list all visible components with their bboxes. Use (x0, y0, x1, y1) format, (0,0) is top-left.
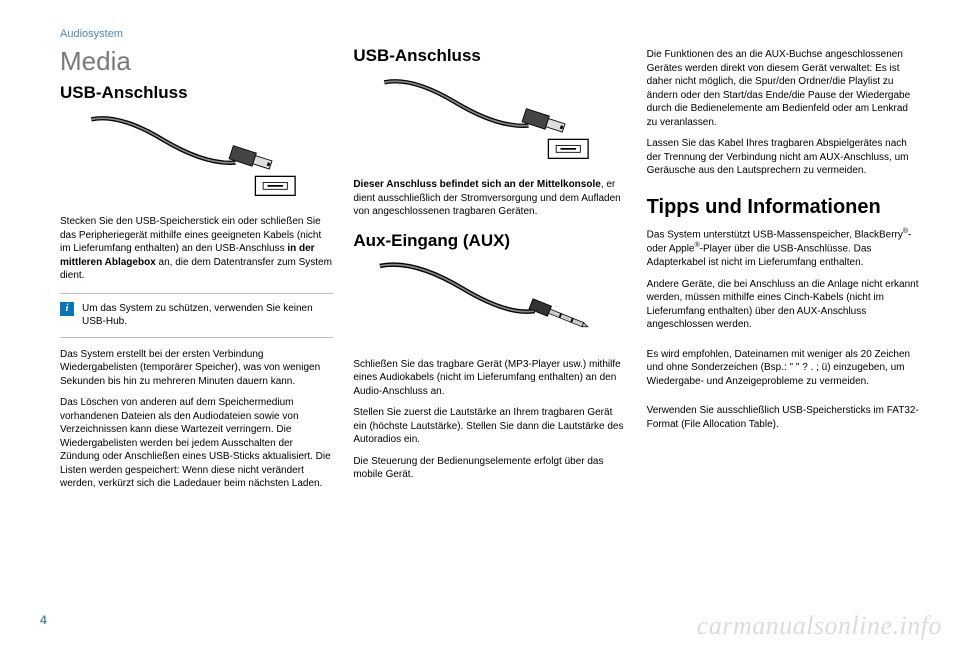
aux-cable-illustration (353, 257, 626, 347)
breadcrumb: Audiosystem (60, 28, 920, 40)
usb-heading-2: USB-Anschluss (353, 46, 626, 66)
usb-paragraph-2: Das System erstellt bei der ersten Verbi… (60, 348, 333, 389)
column-1: Media USB-Anschluss Stecken Sie den USB- (60, 46, 333, 629)
info-callout: i Um das System zu schützen, verwenden S… (60, 293, 333, 338)
page-number: 4 (40, 613, 47, 627)
usb-cable-illustration (60, 109, 333, 204)
usb2-paragraph: Dieser Anschluss befindet sich an der Mi… (353, 178, 626, 219)
usb-paragraph-3: Das Löschen von anderen auf dem Speicher… (60, 396, 333, 491)
column-3: Die Funktionen des an die AUX-Buchse ang… (647, 46, 920, 629)
column-layout: Media USB-Anschluss Stecken Sie den USB- (60, 46, 920, 629)
manual-page: Audiosystem Media USB-Anschluss (0, 0, 960, 649)
tips-paragraph-3: Es wird empfohlen, Dateinamen mit wenige… (647, 348, 920, 389)
usb-heading: USB-Anschluss (60, 83, 333, 103)
text-bold: Dieser Anschluss befindet sich an der Mi… (353, 179, 600, 190)
tips-paragraph-2: Andere Geräte, die bei Anschluss an die … (647, 278, 920, 332)
column-2: USB-Anschluss Dieser Anschluss befindet … (353, 46, 626, 629)
tips-paragraph-1: Das System unterstützt USB-Massenspeiche… (647, 227, 920, 270)
aux-paragraph-2: Stellen Sie zuerst die Lautstärke an Ihr… (353, 406, 626, 447)
usb-paragraph-1: Stecken Sie den USB-Speicherstick ein od… (60, 215, 333, 283)
aux-paragraph-1: Schließen Sie das tragbare Gerät (MP3-Pl… (353, 358, 626, 399)
aux-paragraph-3: Die Steuerung der Bedienungselemente erf… (353, 455, 626, 482)
tips-paragraph-4: Verwenden Sie ausschließlich USB-Speiche… (647, 404, 920, 431)
aux-note-2: Lassen Sie das Kabel Ihres tragbaren Abs… (647, 137, 920, 178)
aux-heading: Aux-Eingang (AUX) (353, 231, 626, 251)
info-text: Um das System zu schützen, verwenden Sie… (82, 302, 329, 329)
info-icon: i (60, 302, 74, 316)
text: Das System unterstützt USB-Massenspeiche… (647, 229, 903, 240)
section-title: Media (60, 46, 333, 77)
tips-heading: Tipps und Informationen (647, 196, 920, 219)
usb-cable-illustration-2 (353, 72, 626, 167)
text: Stecken Sie den USB-Speicherstick ein od… (60, 216, 321, 254)
aux-note-1: Die Funktionen des an die AUX-Buchse ang… (647, 48, 920, 129)
watermark: carmanualsonline.info (697, 611, 942, 641)
